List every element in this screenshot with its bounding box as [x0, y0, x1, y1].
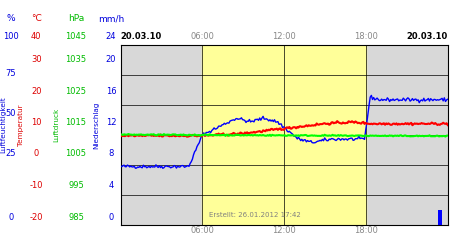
Text: Erstellt: 26.01.2012 17:42: Erstellt: 26.01.2012 17:42	[209, 212, 301, 218]
Text: 30: 30	[31, 56, 41, 64]
Text: Luftdruck: Luftdruck	[54, 108, 60, 142]
Text: 1035: 1035	[65, 56, 86, 64]
Text: Temperatur: Temperatur	[18, 104, 24, 146]
Text: 1015: 1015	[66, 118, 86, 127]
Text: 50: 50	[5, 109, 16, 118]
Text: 995: 995	[68, 180, 84, 190]
Text: 985: 985	[68, 213, 84, 222]
Text: -10: -10	[29, 180, 43, 190]
Text: 1025: 1025	[66, 87, 86, 96]
Text: 0: 0	[8, 213, 14, 222]
Text: 20.03.10: 20.03.10	[121, 32, 162, 42]
Text: %: %	[7, 14, 15, 23]
Text: 18:00: 18:00	[354, 32, 378, 42]
Text: hPa: hPa	[68, 14, 84, 23]
Text: 12:00: 12:00	[272, 32, 296, 42]
Text: °C: °C	[31, 14, 41, 23]
Text: 0: 0	[34, 149, 39, 158]
Text: 10: 10	[31, 118, 41, 127]
Text: 20.03.10: 20.03.10	[406, 32, 448, 42]
Text: 40: 40	[31, 32, 41, 41]
Text: 20: 20	[31, 87, 41, 96]
Text: -20: -20	[29, 213, 43, 222]
Text: 12: 12	[106, 118, 116, 127]
Text: 4: 4	[108, 180, 113, 190]
Text: Luftfeuchtigkeit: Luftfeuchtigkeit	[0, 96, 6, 153]
Text: 16: 16	[106, 87, 116, 96]
Text: 25: 25	[5, 149, 16, 158]
Text: 100: 100	[3, 32, 19, 41]
Text: 24: 24	[106, 32, 116, 41]
Text: 75: 75	[5, 69, 16, 78]
Bar	[438, 210, 442, 225]
Text: 1005: 1005	[66, 149, 86, 158]
Text: 0: 0	[108, 213, 113, 222]
Text: 06:00: 06:00	[190, 32, 214, 42]
Text: Niederschlag: Niederschlag	[94, 101, 99, 149]
Text: mm/h: mm/h	[98, 14, 124, 23]
Text: 20: 20	[106, 56, 116, 64]
Text: 8: 8	[108, 149, 114, 158]
Text: 1045: 1045	[66, 32, 86, 41]
Bar	[202, 45, 366, 225]
